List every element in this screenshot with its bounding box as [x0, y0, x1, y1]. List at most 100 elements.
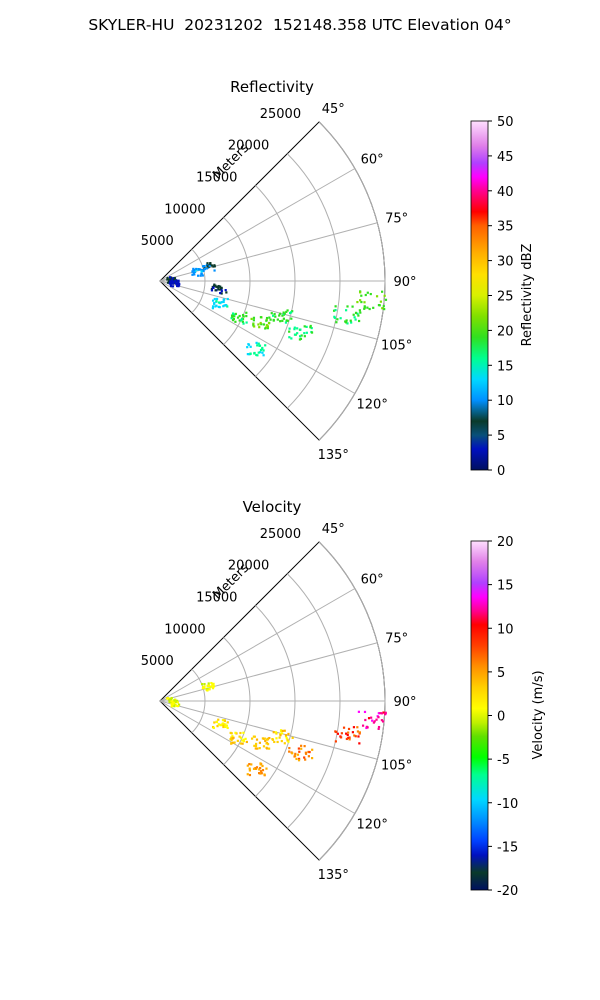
radar-echo-pixel	[309, 326, 312, 329]
azimuth-gridline	[159, 588, 356, 702]
radar-echo-pixel	[333, 316, 336, 319]
radar-echo-pixel	[224, 289, 227, 292]
radar-echo-pixel	[298, 335, 302, 338]
colorbar-tick-label: 35	[497, 220, 514, 235]
radar-echo-pixel	[360, 300, 363, 304]
radar-echo-pixel	[220, 288, 223, 291]
radar-echo-pixel	[201, 274, 204, 277]
radar-echo-pixel	[202, 265, 206, 268]
colorbar-tick-label: 25	[497, 290, 514, 305]
radar-echo-pixel	[358, 742, 361, 745]
radar-echo-pixel	[270, 312, 273, 315]
radar-echo-pixel	[259, 351, 262, 354]
radar-echo-pixel	[285, 737, 288, 740]
radar-echo-pixel	[262, 354, 265, 357]
radar-echo-pixel	[334, 305, 337, 308]
radar-echo-pixel	[170, 700, 173, 703]
radar-echo-pixel	[192, 271, 195, 274]
radar-echo-pixel	[215, 285, 218, 288]
radar-echo-pixel	[250, 737, 254, 740]
radar-echo-pixel	[335, 321, 338, 324]
radar-echo-pixel	[383, 294, 386, 297]
radar-echo-pixel	[212, 685, 215, 688]
radar-echo-pixel	[282, 317, 285, 320]
radar-echo-pixel	[165, 697, 169, 700]
radar-echo-pixel	[173, 705, 176, 708]
radar-echo-pixel	[256, 747, 259, 750]
radar-echo-pixel	[345, 321, 348, 324]
radar-echo-pixel	[288, 327, 291, 330]
radar-echo-pixel	[253, 352, 256, 355]
radar-echo-pixel	[232, 317, 235, 321]
radar-echo-pixel	[350, 321, 353, 324]
radar-echo-pixel	[211, 307, 214, 310]
reflectivity-colorbar-ticks: 0 5 10 15 20 25 30 35 40 45 50	[488, 115, 514, 479]
radar-echo-pixel	[259, 770, 263, 773]
radar-echo-pixel	[307, 750, 310, 754]
radar-echo-pixel	[334, 730, 337, 733]
radar-echo-pixel	[193, 273, 196, 276]
range-tick-label: 10000	[164, 202, 205, 217]
radar-echo-pixel	[231, 735, 234, 738]
radar-echo-pixel	[247, 343, 250, 346]
radar-echo-pixel	[256, 344, 259, 347]
radar-echo-pixel	[216, 725, 219, 728]
radar-echo-pixel	[220, 723, 223, 727]
radar-echo-pixel	[233, 313, 236, 316]
range-tick-label: 5000	[141, 654, 174, 669]
radar-echo-pixel	[267, 322, 271, 325]
radar-echo-pixel	[266, 738, 269, 741]
radar-echo-pixel	[166, 277, 169, 280]
radar-echo-pixel	[255, 766, 259, 769]
radar-echo-pixel	[357, 314, 360, 317]
radar-echo-pixel	[381, 720, 385, 723]
radar-echo-pixel	[359, 291, 362, 294]
radar-echo-pixel	[334, 740, 337, 743]
radar-echo-pixel	[171, 282, 174, 285]
radar-echo-pixel	[363, 305, 366, 308]
radar-echo-pixel	[224, 723, 227, 726]
radar-echo-pixel	[261, 764, 264, 768]
radar-echo-pixel	[225, 291, 228, 294]
radar-echo-pixel	[379, 300, 383, 303]
radar-echo-pixel	[309, 324, 312, 328]
radar-echo-pixel	[223, 304, 226, 307]
radar-echo-pixel	[248, 767, 251, 770]
radar-echo-pixel	[286, 738, 289, 741]
radar-echo-pixel	[245, 314, 248, 318]
radar-echo-pixel	[332, 309, 336, 312]
radar-echo-pixel	[257, 323, 260, 326]
radar-echo-pixel	[238, 735, 241, 738]
radar-echo-pixel	[220, 301, 223, 304]
radar-echo-pixel	[365, 726, 368, 730]
radar-echo-pixel	[265, 747, 269, 750]
reflectivity-colorbar	[470, 120, 489, 471]
radar-echo-pixel	[222, 725, 225, 729]
radar-echo-pixel	[282, 311, 285, 314]
radar-echo-pixel	[361, 724, 365, 727]
radar-echo-pixel	[210, 264, 213, 267]
radar-echo-pixel	[360, 294, 363, 297]
colorbar-tick-label: -20	[497, 884, 518, 899]
range-tick-label: 15000	[196, 171, 237, 186]
radar-echo-pixel	[282, 312, 285, 316]
radar-echo-pixel	[366, 306, 369, 309]
radar-echo-pixel	[258, 747, 261, 750]
radar-echo-pixel	[285, 310, 288, 314]
radar-echo-pixel	[170, 284, 173, 288]
radar-echo-pixel	[258, 741, 262, 744]
radar-echo-pixel	[248, 773, 252, 777]
radar-echo-pixel	[334, 308, 337, 312]
radar-echo-pixel	[291, 310, 294, 313]
radar-echo-pixel	[371, 719, 374, 722]
radar-echo-pixel	[258, 344, 262, 347]
radar-echo-pixel	[272, 314, 275, 317]
radar-echo-pixel	[310, 331, 314, 334]
radar-echo-pixel	[342, 726, 346, 729]
radar-echo-pixel	[252, 316, 256, 319]
radar-echo-pixel	[356, 312, 359, 315]
radar-echo-pixel	[384, 298, 388, 301]
radar-echo-pixel	[359, 311, 362, 314]
radar-echo-pixel	[206, 689, 209, 692]
radar-echo-pixel	[233, 315, 236, 318]
